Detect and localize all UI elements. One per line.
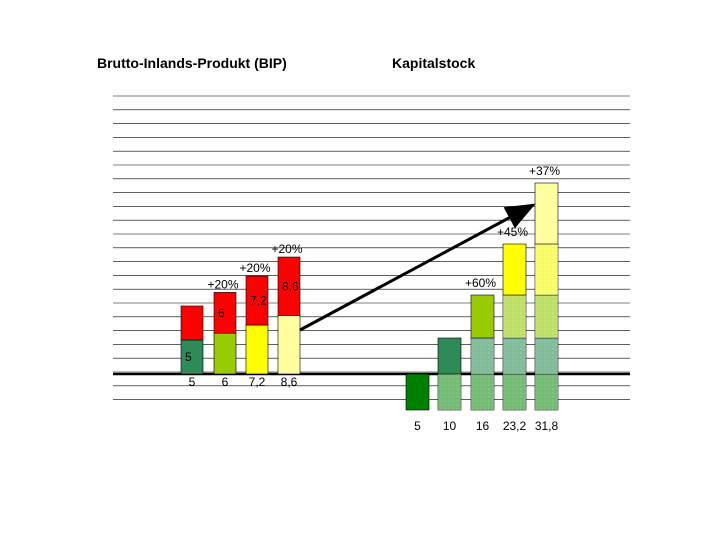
kapital-bar-pattern [503,338,526,374]
kapital-bar-pattern [535,295,558,338]
bip-bar-segment [245,275,269,326]
kapital-bar-segment [534,182,559,245]
bip-bar-segment [213,292,237,334]
kapital-growth-label: +37% [529,164,560,178]
bars [180,182,559,411]
bip-inner-label: 6 [218,306,225,320]
bip-category-label: 8,6 [281,375,298,389]
bip-bar-segment [245,324,269,375]
labels: 5 5 6 6 +20% 7,2 7,2 +20% 8,6 8,6 +20% 5 10 16 +60% 23,… [185,164,560,433]
kapital-category-label: 10 [443,419,457,433]
kapital-growth-label: +45% [497,225,528,239]
kapital-bar-pattern [535,244,558,295]
kapital-category-label: 31,8 [535,419,559,433]
kapital-bar-pattern [471,374,494,410]
kapital-bar-pattern [535,338,558,374]
kapital-bar-pattern [503,374,526,410]
bip-inner-label: 8,6 [282,279,299,293]
bip-category-label: 5 [189,375,196,389]
kapital-category-label: 23,2 [503,419,527,433]
bip-category-label: 7,2 [249,375,266,389]
bip-growth-label: +20% [239,261,270,275]
kapital-bar-segment [437,337,462,375]
growth-arrow [299,203,536,332]
bip-bar-segment [213,332,237,375]
bip-growth-label: +20% [207,277,238,291]
bip-inner-label: 7,2 [250,294,267,308]
kapital-bar-segment [470,294,495,339]
bip-chart-title: Brutto-Inlands-Produkt (BIP) [97,55,287,71]
bip-category-label: 6 [222,375,229,389]
kapital-bar-segment [502,243,527,296]
kapital-bar-pattern [503,295,526,338]
bip-inner-label: 5 [185,350,192,364]
kapital-category-label: 16 [476,419,490,433]
bip-bar-segment [277,315,301,375]
bip-growth-label: +20% [271,242,302,256]
kapital-bar-segment [405,373,430,411]
kapitalstock-chart-title: Kapitalstock [392,55,476,71]
bip-bar-segment [180,305,204,341]
kapital-bar-pattern [438,374,461,410]
kapital-bar-pattern [535,374,558,410]
kapital-growth-label: +60% [465,276,496,290]
bip-bar-segment [277,256,301,316]
kapital-bar-pattern [471,338,494,374]
kapital-category-label: 5 [414,419,421,433]
